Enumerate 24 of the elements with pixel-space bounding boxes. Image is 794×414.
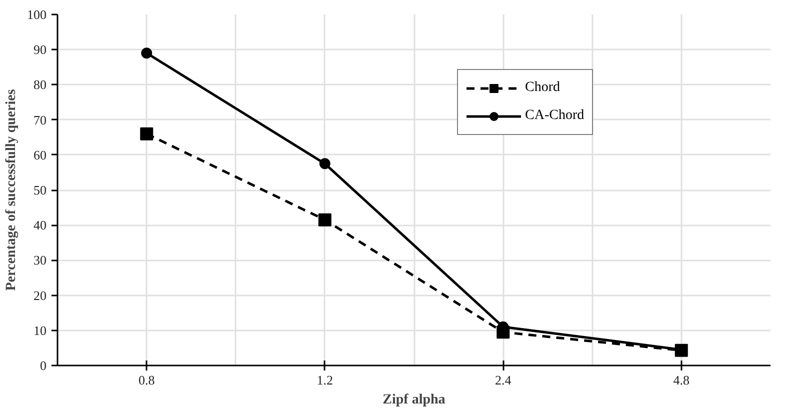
y-tick-label: 30: [34, 252, 46, 268]
y-tick-label: 90: [34, 42, 46, 58]
y-tick-label: 40: [34, 218, 46, 233]
x-tick-label: 1.2: [316, 372, 333, 388]
point: [318, 213, 332, 226]
y-tick-label: 100: [27, 7, 46, 22]
point: [496, 326, 510, 339]
x-tick-label: 2.4: [495, 372, 512, 388]
x-axis-title: Zipf alpha: [382, 392, 446, 408]
point: [141, 48, 152, 59]
y-tick-label: 60: [34, 147, 46, 162]
x-tick-label: 4.8: [673, 372, 690, 388]
y-axis-title: Percentage of successfully queries: [4, 88, 19, 291]
legend-label: CA-Chord: [525, 108, 584, 124]
point: [319, 158, 330, 170]
y-tick-label: 50: [34, 182, 46, 198]
x-tick-label: 0.8: [138, 372, 155, 388]
y-tick-label: 0: [40, 358, 46, 373]
y-tick-label: 20: [34, 288, 46, 303]
y-tick-label: 70: [34, 112, 46, 128]
y-tick-label: 10: [34, 322, 46, 338]
point: [140, 127, 154, 140]
y-tick-label: 80: [34, 77, 46, 92]
legend-label: Chord: [525, 80, 560, 96]
